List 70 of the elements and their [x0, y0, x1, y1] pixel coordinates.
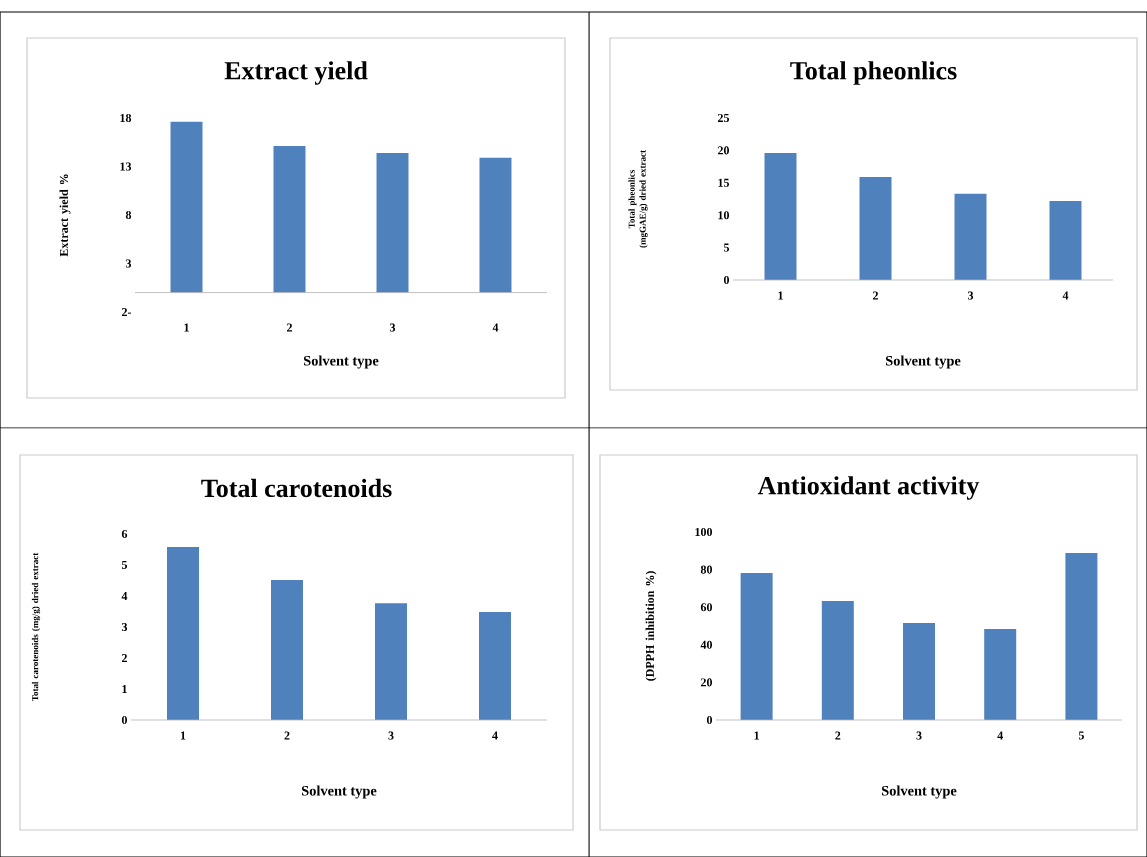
bar [984, 629, 1017, 720]
y-tick-label: 0 [121, 715, 128, 725]
x-tick-label: 5 [1078, 731, 1084, 740]
x-tick-label: 2 [873, 291, 878, 300]
y-tick-label: 8 [125, 210, 132, 220]
x-tick-label: 1 [180, 731, 186, 740]
x-tick-label: 3 [916, 731, 922, 740]
x-tick-label: 1 [778, 291, 783, 300]
y-tick-label: 6 [121, 529, 128, 539]
y-tick-label: 20 [700, 678, 713, 687]
y-tick-label: 3 [125, 259, 132, 268]
bar [167, 547, 199, 720]
x-axis-title: Solvent type [301, 785, 377, 799]
x-tick-label: 1 [754, 731, 759, 740]
y-tick-label: 25 [717, 113, 730, 123]
y-tick-label: 2- [121, 308, 132, 316]
y-tick-label: 80 [700, 565, 713, 574]
x-tick-label: 4 [492, 323, 499, 332]
chart-title: Extract yield [224, 61, 368, 85]
y-tick-label: 60 [700, 603, 713, 612]
bar [375, 603, 408, 720]
y-tick-label: 5 [723, 243, 730, 252]
x-tick-label: 4 [1062, 291, 1069, 300]
y-tick-label: 5 [121, 561, 128, 569]
x-tick-label: 4 [492, 731, 498, 740]
chart-title: Antioxidant activity [757, 476, 980, 500]
bar [821, 600, 854, 720]
y-tick-label: 13 [120, 162, 132, 171]
y-tick-label: 15 [718, 178, 730, 187]
bar [1049, 200, 1082, 280]
x-tick-label: 1 [184, 323, 189, 332]
y-tick-label: 1 [122, 685, 127, 693]
bar [479, 157, 512, 293]
bar [859, 176, 892, 280]
y-tick-label: 20 [717, 146, 730, 155]
chart-title: Total carotenoids [201, 478, 392, 498]
x-tick-label: 2 [835, 731, 841, 740]
y-tick-label: 40 [700, 640, 713, 649]
bar [954, 193, 987, 280]
y-tick-label: 2 [121, 654, 127, 662]
bar [740, 572, 773, 720]
bar [170, 121, 203, 293]
x-axis-title: Solvent type [303, 355, 379, 369]
x-axis-title: Solvent type [881, 785, 957, 799]
bar [271, 579, 304, 720]
y-tick-label: 18 [120, 113, 132, 123]
y-axis-title: (DPPH inhibition %) [645, 571, 657, 681]
x-tick-label: 3 [967, 291, 974, 300]
bar [376, 152, 409, 293]
x-tick-label: 4 [997, 731, 1003, 740]
bar [764, 152, 797, 280]
x-axis-title: Solvent type [885, 355, 961, 369]
x-tick-label: 3 [388, 731, 394, 740]
y-axis-title: Total pheonlics (mgGAE/g) dried extract [628, 150, 648, 248]
y-tick-label: 4 [121, 592, 128, 600]
bar [903, 622, 936, 720]
x-tick-label: 3 [389, 323, 396, 332]
x-tick-label: 2 [287, 323, 292, 332]
y-axis-title: Extract yield % [59, 174, 71, 257]
bar [273, 146, 306, 293]
y-tick-label: 10 [718, 211, 730, 220]
y-tick-label: 0 [723, 275, 730, 285]
y-tick-label: 3 [121, 622, 128, 632]
chart-title: Total pheonlics [790, 61, 957, 85]
y-tick-label: 100 [695, 527, 713, 537]
bar [479, 612, 512, 720]
y-tick-label: 0 [706, 715, 713, 725]
bar [1065, 553, 1098, 720]
y-axis-title: Total carotenoids (mg/g) dried extract [31, 552, 41, 702]
x-tick-label: 2 [284, 731, 290, 740]
